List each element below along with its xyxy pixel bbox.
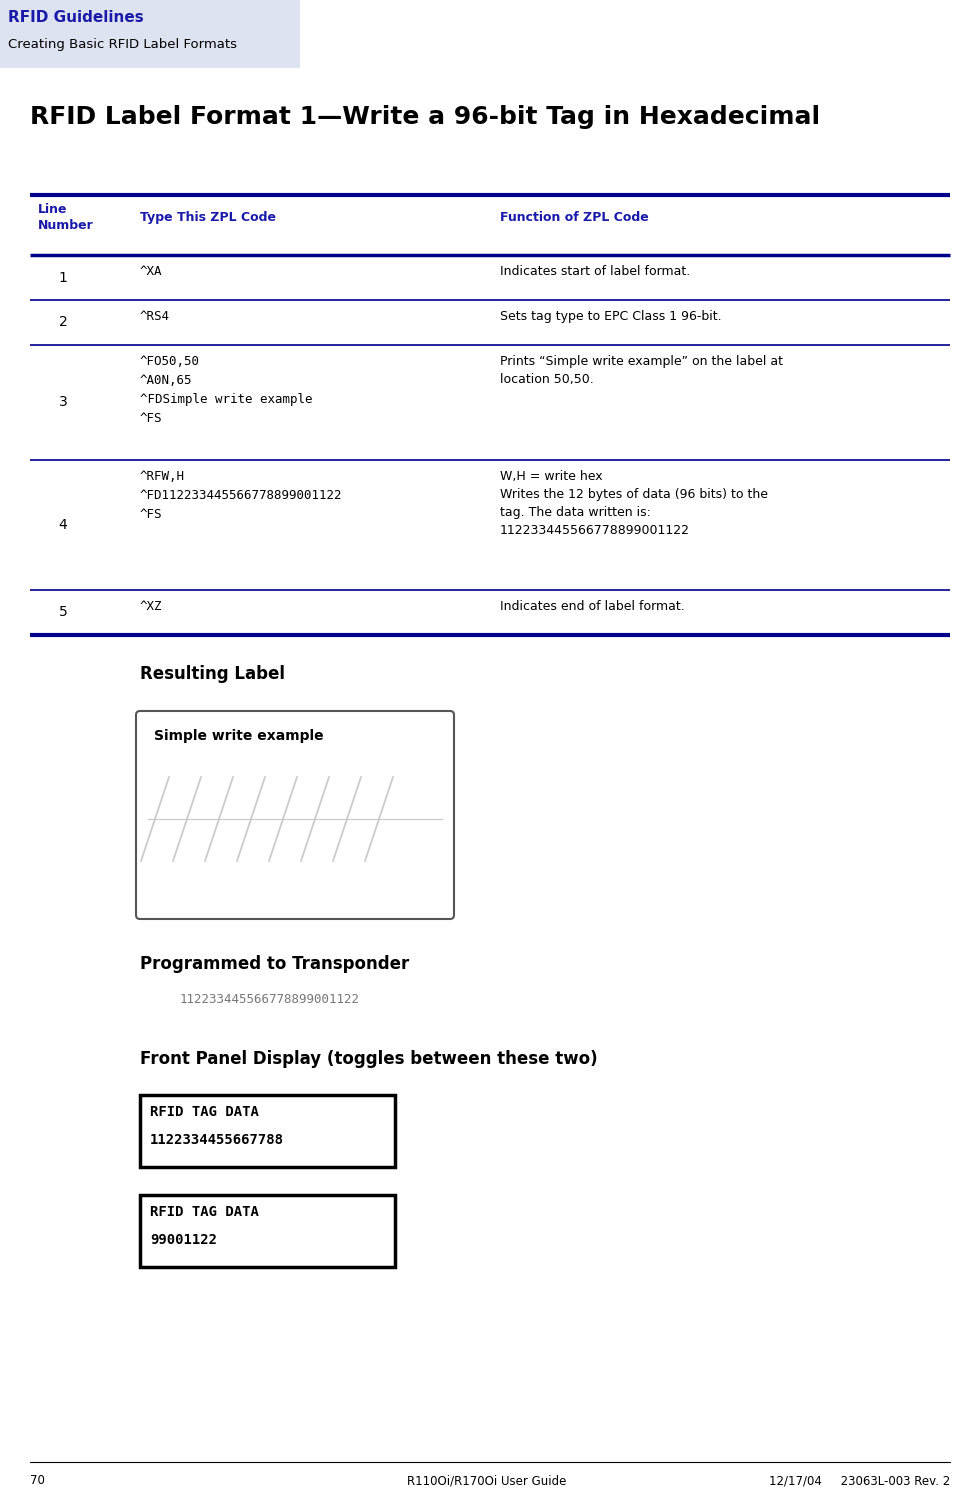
Text: ^FS: ^FS: [140, 412, 163, 425]
Text: Function of ZPL Code: Function of ZPL Code: [500, 211, 648, 225]
FancyBboxPatch shape: [136, 712, 454, 918]
Text: 5: 5: [58, 605, 67, 620]
Text: 112233445566778899001122: 112233445566778899001122: [500, 524, 690, 536]
Text: location 50,50.: location 50,50.: [500, 373, 594, 386]
Text: Programmed to Transponder: Programmed to Transponder: [140, 956, 410, 974]
Text: 99001122: 99001122: [150, 1233, 217, 1246]
Bar: [140, 1095, 395, 1167]
Text: 112233445566778899001122: 112233445566778899001122: [180, 993, 360, 1007]
Text: ^RS4: ^RS4: [140, 310, 170, 324]
Text: 1122334455667788: 1122334455667788: [150, 1132, 284, 1147]
Text: Creating Basic RFID Label Formats: Creating Basic RFID Label Formats: [8, 37, 237, 51]
Text: 70: 70: [30, 1474, 45, 1488]
Text: Front Panel Display (toggles between these two): Front Panel Display (toggles between the…: [140, 1050, 598, 1068]
Text: RFID TAG DATA: RFID TAG DATA: [150, 1106, 259, 1119]
Text: ^RFW,H: ^RFW,H: [140, 470, 185, 482]
Text: RFID TAG DATA: RFID TAG DATA: [150, 1204, 259, 1219]
Text: Indicates end of label format.: Indicates end of label format.: [500, 601, 684, 613]
Text: 12/17/04     23063L-003 Rev. 2: 12/17/04 23063L-003 Rev. 2: [768, 1474, 950, 1488]
Text: ^FO50,50: ^FO50,50: [140, 355, 200, 369]
Text: ^XA: ^XA: [140, 265, 163, 279]
Text: ^FS: ^FS: [140, 508, 163, 521]
Text: Type This ZPL Code: Type This ZPL Code: [140, 211, 276, 225]
Text: tag. The data written is:: tag. The data written is:: [500, 506, 651, 518]
Text: R110Οi/R170Οi User Guide: R110Οi/R170Οi User Guide: [408, 1474, 566, 1488]
Text: Sets tag type to EPC Class 1 96-bit.: Sets tag type to EPC Class 1 96-bit.: [500, 310, 722, 324]
Text: 3: 3: [58, 395, 67, 409]
Text: Prints “Simple write example” on the label at: Prints “Simple write example” on the lab…: [500, 355, 783, 369]
Bar: [140, 1195, 395, 1267]
Text: ^FD112233445566778899001122: ^FD112233445566778899001122: [140, 488, 342, 502]
Text: Line
Number: Line Number: [38, 204, 94, 232]
Text: ^FDSimple write example: ^FDSimple write example: [140, 392, 313, 406]
Text: RFID Guidelines: RFID Guidelines: [8, 10, 143, 25]
Text: Indicates start of label format.: Indicates start of label format.: [500, 265, 690, 279]
Text: Simple write example: Simple write example: [154, 730, 324, 743]
Text: 2: 2: [58, 316, 67, 330]
Text: 4: 4: [58, 518, 67, 532]
Text: ^A0N,65: ^A0N,65: [140, 374, 192, 386]
Text: ^XZ: ^XZ: [140, 601, 163, 613]
Text: 1: 1: [58, 271, 67, 285]
Text: Resulting Label: Resulting Label: [140, 665, 285, 683]
Text: W,H = write hex: W,H = write hex: [500, 470, 603, 482]
Text: RFID Label Format 1—Write a 96-bit Tag in Hexadecimal: RFID Label Format 1—Write a 96-bit Tag i…: [30, 105, 820, 129]
Text: Writes the 12 bytes of data (96 bits) to the: Writes the 12 bytes of data (96 bits) to…: [500, 488, 768, 500]
Bar: [0, 0, 300, 67]
